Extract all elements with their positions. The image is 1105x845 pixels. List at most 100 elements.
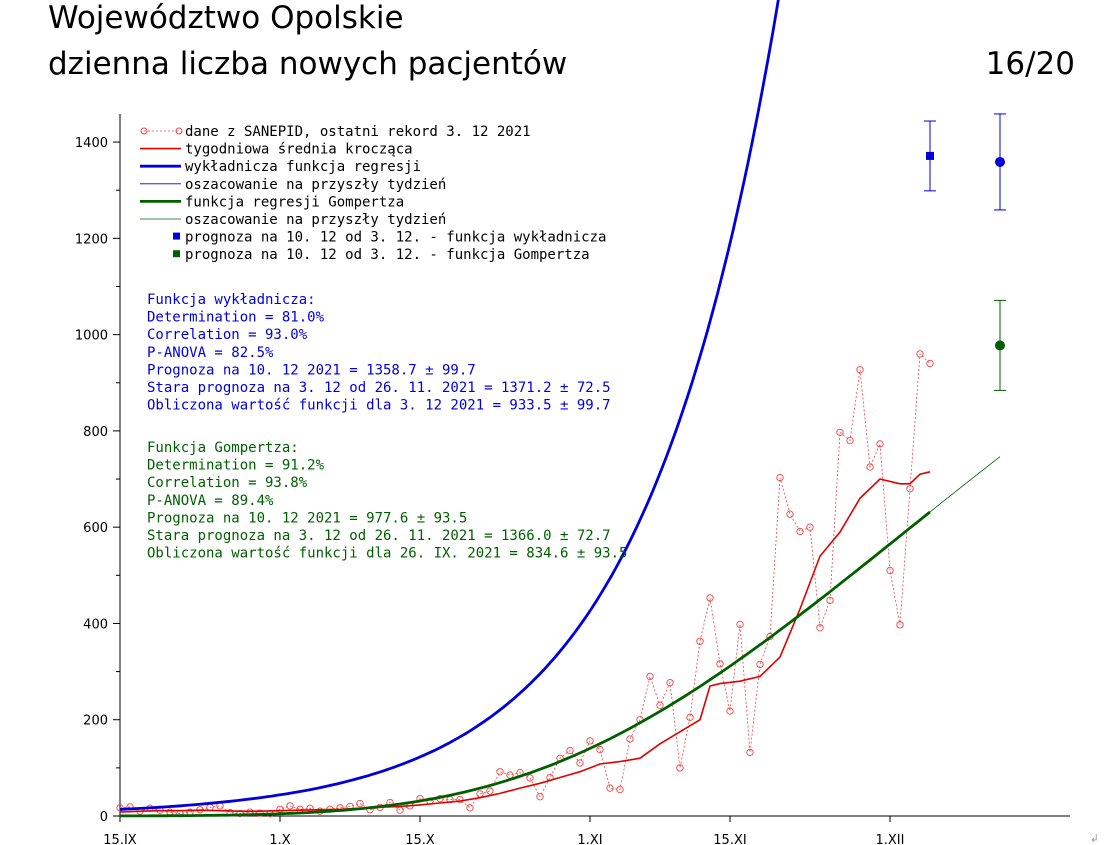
data-point: [686, 713, 694, 721]
gompertz-stats-line: Funkcja Gompertza:: [147, 440, 299, 456]
moving-average-line: [119, 471, 931, 813]
data-point: [286, 802, 294, 810]
legend-label: oszacowanie na przyszły tydzień: [185, 177, 446, 193]
legend-label: prognoza na 10. 12 od 3. 12. - funkcja w…: [185, 230, 606, 246]
data-point: [826, 596, 834, 604]
data-point: [736, 620, 744, 629]
legend-label: prognoza na 10. 12 od 3. 12. - funkcja G…: [185, 247, 590, 263]
y-tick-label: 1200: [75, 232, 108, 247]
data-point: [696, 637, 704, 645]
y-tick-label: 0: [100, 810, 108, 825]
data-point: [576, 759, 584, 767]
data-point: [466, 804, 474, 812]
legend-swatch-marker: [175, 127, 183, 135]
data-point: [506, 771, 514, 779]
chart-points: [924, 113, 1006, 391]
data-point: [476, 790, 484, 798]
data-point: [656, 701, 664, 709]
nav-arrow-icon[interactable]: ↲: [1089, 832, 1099, 845]
forecast-marker: [995, 156, 1005, 167]
data-point: [606, 784, 614, 792]
data-point: [116, 804, 124, 812]
page-number: 16/20: [985, 46, 1075, 82]
data-point: [866, 463, 874, 471]
legend-swatch: [173, 250, 180, 258]
forecast-marker: [926, 151, 934, 160]
forecast-marker: [995, 340, 1005, 351]
data-point: [926, 359, 934, 368]
data-point: [856, 366, 864, 374]
data-point: [786, 510, 794, 518]
gompertz-stats-line: Correlation = 93.8%: [147, 475, 308, 491]
data-point: [796, 527, 804, 536]
y-tick-label: 1000: [75, 329, 108, 344]
data-point: [666, 679, 674, 687]
exp-stats-line: Funkcja wykładnicza:: [147, 292, 316, 308]
data-point: [726, 707, 734, 715]
legend-label: funkcja regresji Gompertza: [185, 194, 404, 210]
legend-label: oszacowanie na przyszły tydzień: [185, 212, 446, 228]
data-point: [526, 774, 534, 782]
x-tick-label: 15.XI: [713, 833, 746, 845]
legend-swatch-marker: [140, 127, 148, 135]
data-point: [626, 735, 634, 743]
exp-fit-line: [119, 0, 780, 811]
data-point: [876, 440, 884, 448]
data-point: [916, 350, 924, 358]
data-point: [456, 795, 464, 804]
exp-stats-line: Determination = 81.0%: [147, 310, 325, 326]
legend-label: wykładnicza funkcja regresji: [185, 159, 421, 175]
data-point: [536, 793, 544, 801]
gompertz-stats-line: Prognoza na 10. 12 2021 = 977.6 ± 93.5: [147, 510, 467, 526]
data-point: [706, 594, 714, 602]
data-point: [846, 436, 854, 445]
data-point: [906, 485, 914, 493]
exp-stats-line: Obliczona wartość funkcji dla 3. 12 2021…: [147, 398, 611, 414]
data-point: [676, 764, 684, 772]
chart-annotations: Funkcja wykładnicza: Determination = 81.0…: [147, 292, 627, 562]
gompertz-stats-line: Obliczona wartość funkcji dla 26. IX. 20…: [147, 546, 627, 562]
y-tick-label: 400: [83, 617, 108, 632]
data-point: [836, 428, 844, 436]
data-point: [806, 523, 814, 531]
x-tick-label: 15.X: [405, 833, 435, 845]
chart-legend: dane z SANEPID, ostatni rekord 3. 12 202…: [140, 124, 606, 263]
legend-swatch: [173, 232, 180, 240]
data-point: [896, 621, 904, 629]
exp-stats-line: P-ANOVA = 82.5%: [147, 345, 274, 361]
y-tick-label: 1400: [75, 136, 108, 151]
gompertz-stats-line: P-ANOVA = 89.4%: [147, 493, 274, 509]
chart-axes: 0 200 400 600 800 1000 1200 1400 15.IX 1.X 15.X 1.X…: [75, 114, 1070, 845]
data-point: [646, 672, 654, 681]
y-tick-label: 800: [83, 425, 108, 440]
exp-stats-line: Prognoza na 10. 12 2021 = 1358.7 ± 99.7: [147, 362, 476, 378]
data-point: [886, 566, 894, 575]
y-tick-label: 600: [83, 521, 108, 536]
y-tick-label: 200: [83, 714, 108, 729]
data-point: [586, 737, 594, 745]
x-tick-label: 1.X: [269, 833, 290, 845]
data-point: [746, 748, 754, 757]
data-point: [486, 787, 494, 795]
data-dotted-line: [119, 353, 931, 815]
x-tick-label: 1.XII: [876, 833, 905, 845]
data-point: [776, 473, 784, 482]
data-point: [716, 660, 724, 668]
data-point: [816, 624, 824, 632]
gompertz-stats-line: Determination = 91.2%: [147, 458, 325, 474]
gompertz-forecast-line: [929, 456, 1001, 513]
slide-subtitle: dzienna liczba nowych pacjentów: [48, 46, 568, 82]
data-point: [756, 660, 764, 669]
x-tick-label: 15.IX: [103, 833, 137, 845]
legend-label: tygodniowa średnia krocząca: [185, 142, 413, 158]
data-point: [496, 768, 504, 776]
chart-curves: [116, 0, 1001, 818]
data-point: [356, 799, 364, 808]
slide-title: Województwo Opolskie: [48, 0, 404, 36]
gompertz-stats-line: Stara prognoza na 3. 12 od 26. 11. 2021 …: [147, 528, 611, 544]
x-tick-label: 1.XI: [577, 833, 602, 845]
data-point: [566, 746, 574, 755]
gompertz-fit-line: [120, 510, 931, 818]
data-point: [616, 785, 624, 794]
